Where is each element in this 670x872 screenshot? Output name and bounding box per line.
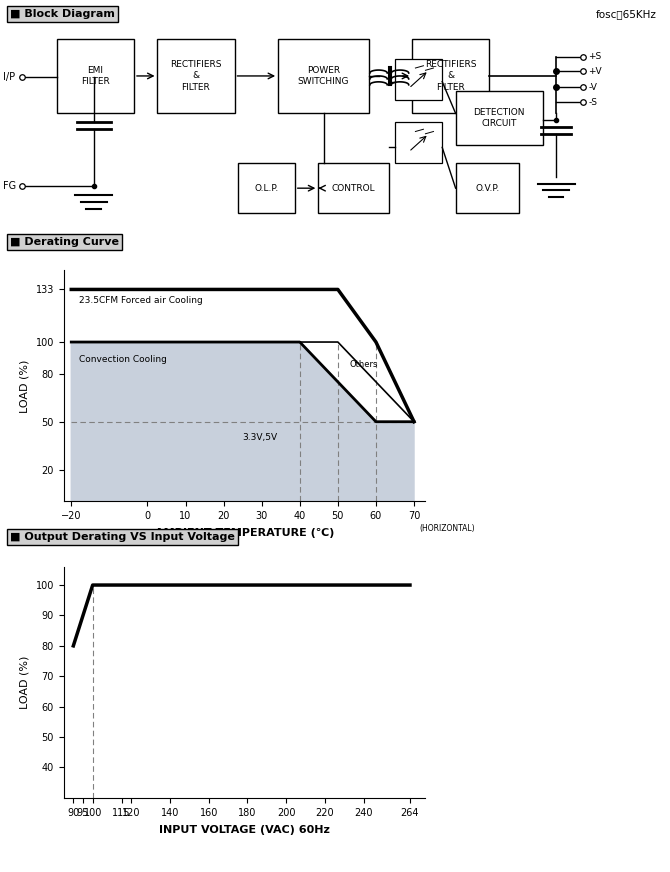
Y-axis label: LOAD (%): LOAD (%) bbox=[20, 359, 30, 412]
Text: Others: Others bbox=[349, 360, 378, 369]
Text: (HORIZONTAL): (HORIZONTAL) bbox=[419, 524, 475, 533]
Bar bbox=[157, 38, 234, 113]
Text: EMI
FILTER: EMI FILTER bbox=[81, 66, 110, 86]
Bar bbox=[456, 91, 543, 145]
Bar bbox=[318, 163, 389, 213]
Bar bbox=[395, 122, 442, 163]
Bar bbox=[412, 38, 489, 113]
Polygon shape bbox=[71, 342, 414, 501]
Text: O.L.P.: O.L.P. bbox=[254, 184, 279, 193]
Y-axis label: LOAD (%): LOAD (%) bbox=[20, 656, 30, 709]
X-axis label: AMBIENT TEMPERATURE (℃): AMBIENT TEMPERATURE (℃) bbox=[155, 528, 334, 538]
Text: CONTROL: CONTROL bbox=[332, 184, 375, 193]
Bar bbox=[395, 59, 442, 99]
Text: DETECTION
CIRCUIT: DETECTION CIRCUIT bbox=[474, 108, 525, 128]
Bar bbox=[456, 163, 519, 213]
Text: FG: FG bbox=[3, 181, 17, 191]
Text: ■ Derating Curve: ■ Derating Curve bbox=[10, 237, 119, 247]
Text: I/P: I/P bbox=[3, 72, 15, 82]
Bar bbox=[57, 38, 134, 113]
Text: O.V.P.: O.V.P. bbox=[475, 184, 500, 193]
Bar bbox=[278, 38, 369, 113]
Text: ■ Output Derating VS Input Voltage: ■ Output Derating VS Input Voltage bbox=[10, 532, 235, 542]
X-axis label: INPUT VOLTAGE (VAC) 60Hz: INPUT VOLTAGE (VAC) 60Hz bbox=[159, 825, 330, 835]
Text: RECTIFIERS
&
FILTER: RECTIFIERS & FILTER bbox=[170, 60, 222, 92]
Bar bbox=[238, 163, 295, 213]
Text: fosc：65KHz: fosc：65KHz bbox=[596, 9, 657, 19]
Text: +S: +S bbox=[588, 52, 602, 61]
Text: -S: -S bbox=[588, 98, 597, 106]
Text: RECTIFIERS
&
FILTER: RECTIFIERS & FILTER bbox=[425, 60, 476, 92]
Text: POWER
SWITCHING: POWER SWITCHING bbox=[297, 66, 349, 86]
Text: +V: +V bbox=[588, 67, 602, 76]
Text: 3.3V,5V: 3.3V,5V bbox=[243, 433, 278, 442]
Text: ■ Block Diagram: ■ Block Diagram bbox=[10, 9, 115, 19]
Text: 23.5CFM Forced air Cooling: 23.5CFM Forced air Cooling bbox=[79, 296, 202, 305]
Text: -V: -V bbox=[588, 83, 597, 92]
Text: Convection Cooling: Convection Cooling bbox=[79, 355, 167, 364]
